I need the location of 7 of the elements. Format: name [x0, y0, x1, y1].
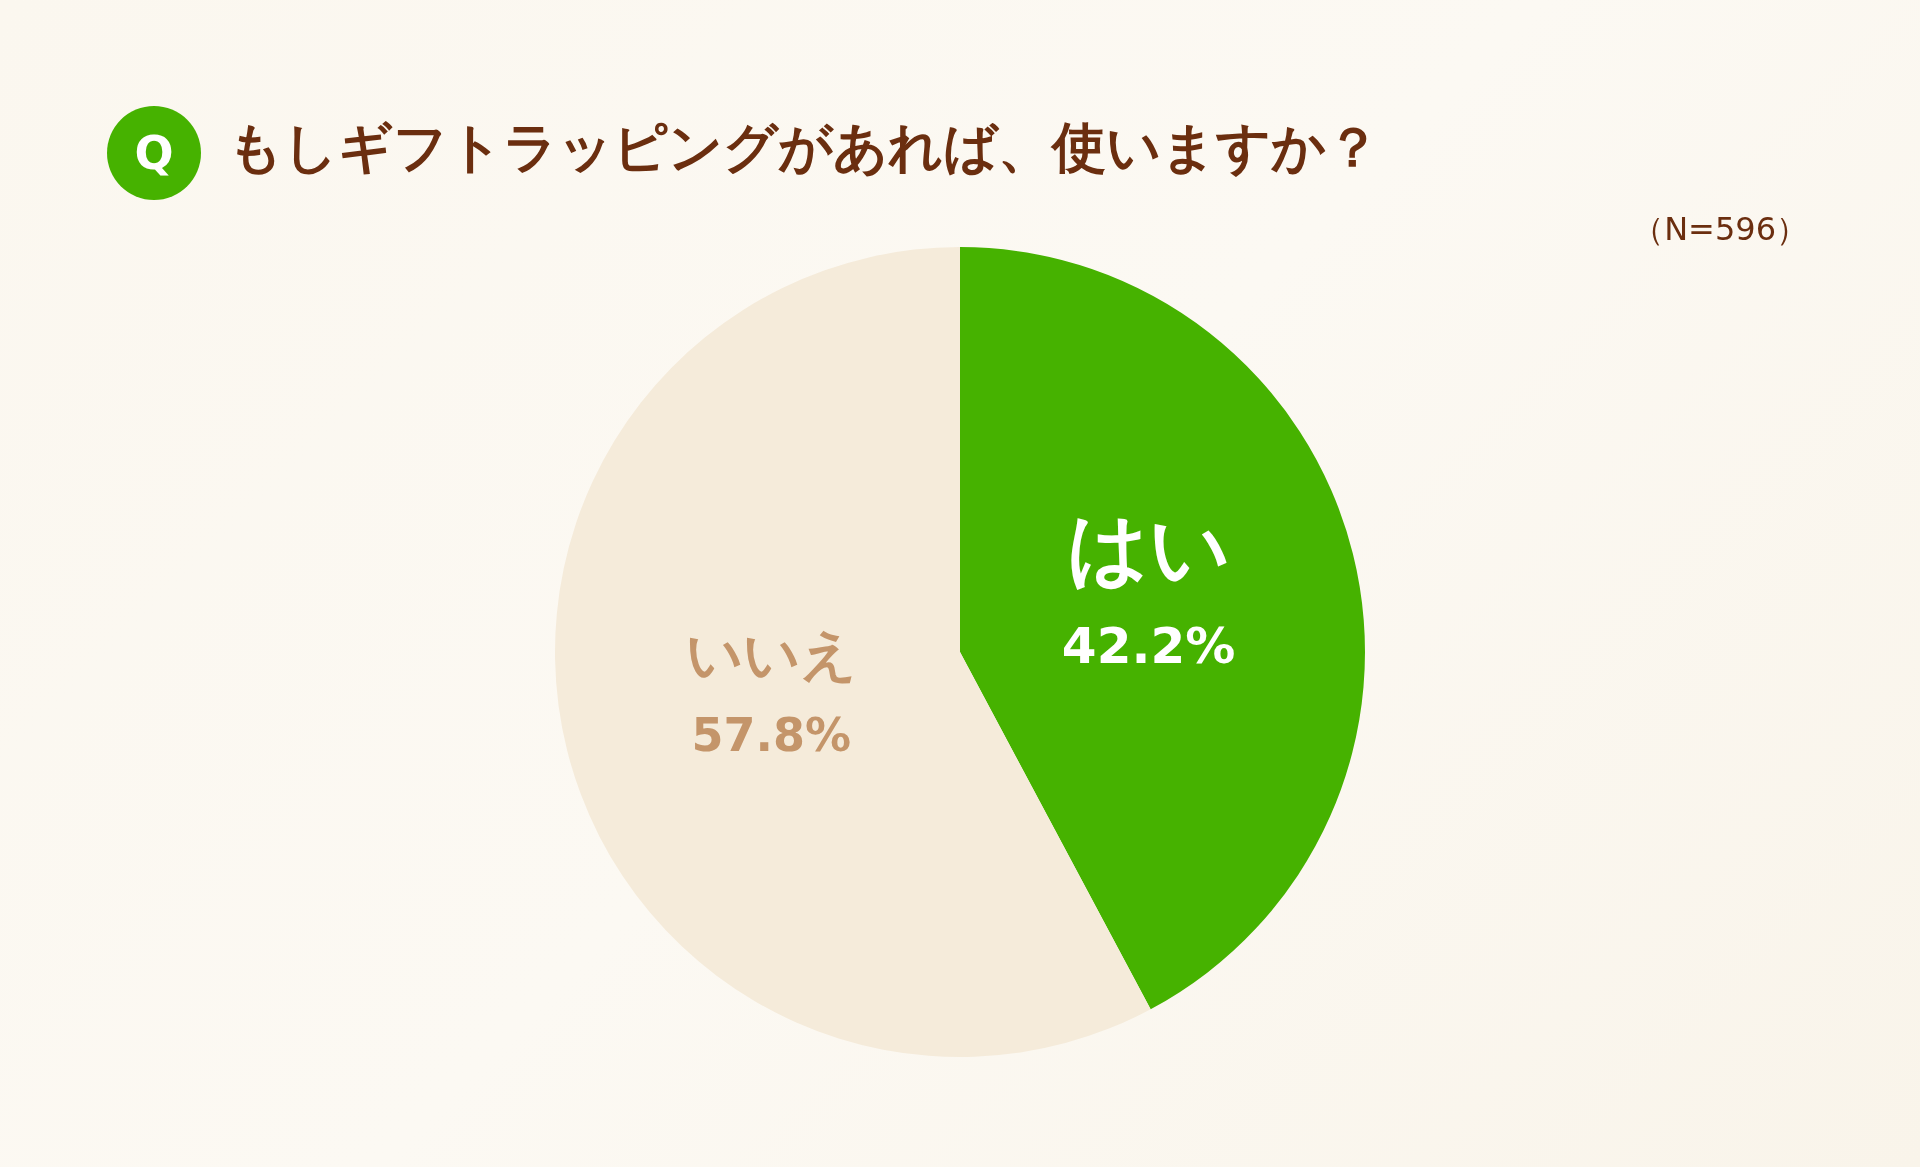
data-label: 42.2%: [1061, 616, 1236, 675]
text: （N=596）: [1632, 209, 1808, 250]
data-label: 57.8%: [691, 708, 852, 763]
slice-label: はい: [1066, 501, 1231, 595]
chart-title: もしギフトラッピングがあれば、使いますか？: [228, 115, 1380, 181]
text: Q: [107, 106, 201, 200]
slice-label: いいえ: [685, 621, 857, 687]
